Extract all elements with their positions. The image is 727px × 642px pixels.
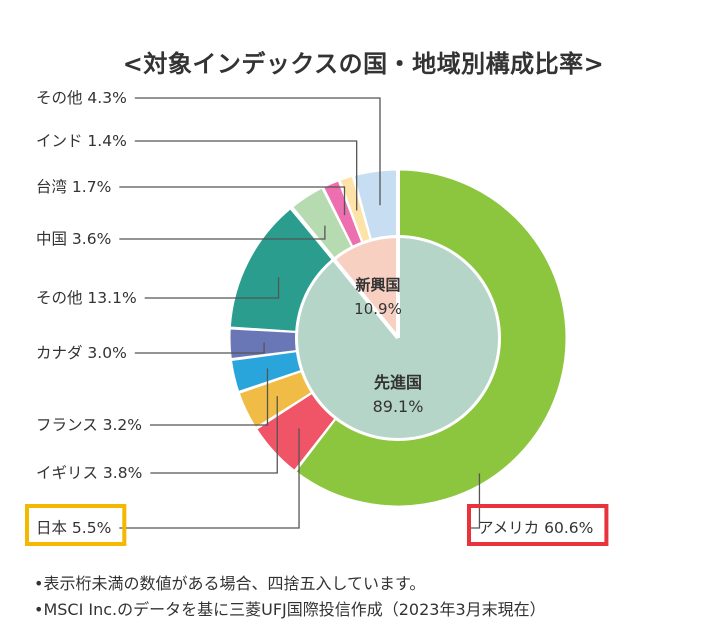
highlight-box-1 (25, 504, 127, 546)
leader-line-1 (119, 428, 300, 529)
inner-label-emerging-value: 10.9% (354, 300, 402, 318)
inner-label-developed-value: 89.1% (373, 397, 424, 416)
outer-label-4: カナダ 3.0% (36, 344, 127, 362)
footnote-source: •MSCI Inc.のデータを基に三菱UFJ国際投信作成（2023年3月末現在） (34, 600, 546, 619)
outer-label-0: アメリカ 60.6% (478, 519, 593, 537)
leader-line-7 (119, 186, 346, 216)
inner-pie (289, 169, 501, 441)
outer-label-7: 台湾 1.7% (36, 178, 111, 196)
outer-label-8: インド 1.4% (36, 132, 127, 150)
inner-label-emerging-name: 新興国 (355, 276, 400, 294)
leader-lines (25, 97, 609, 546)
inner-label-developed-name: 先進国 (374, 373, 422, 392)
separator-1 (289, 205, 400, 340)
leader-line-9 (134, 97, 381, 206)
leader-line-5 (144, 277, 280, 299)
inner-slice-1 (334, 238, 398, 338)
chart-title: <対象インデックスの国・地域別構成比率> (122, 50, 605, 78)
outer-label-1: 日本 5.5% (36, 519, 111, 537)
leader-line-3 (150, 368, 269, 426)
outer-label-3: フランス 3.2% (36, 416, 142, 434)
leader-line-8 (134, 140, 358, 211)
leader-line-2 (150, 396, 278, 474)
outer-label-2: イギリス 3.8% (36, 464, 142, 482)
leader-line-0 (468, 473, 481, 529)
leader-line-6 (119, 225, 326, 240)
highlight-box-0 (467, 504, 609, 546)
footnote-rounding: •表示桁未満の数値がある場合、四捨五入しています。 (34, 574, 426, 593)
outer-label-6: 中国 3.6% (36, 230, 111, 248)
outer-label-5: その他 13.1% (36, 289, 137, 307)
slice-labels: 先進国 89.1% 新興国 10.9% アメリカ 60.6% 日本 5.5% イギリス 3.… (36, 89, 593, 537)
outer-label-9: その他 4.3% (36, 89, 127, 107)
leader-line-4 (134, 342, 265, 354)
